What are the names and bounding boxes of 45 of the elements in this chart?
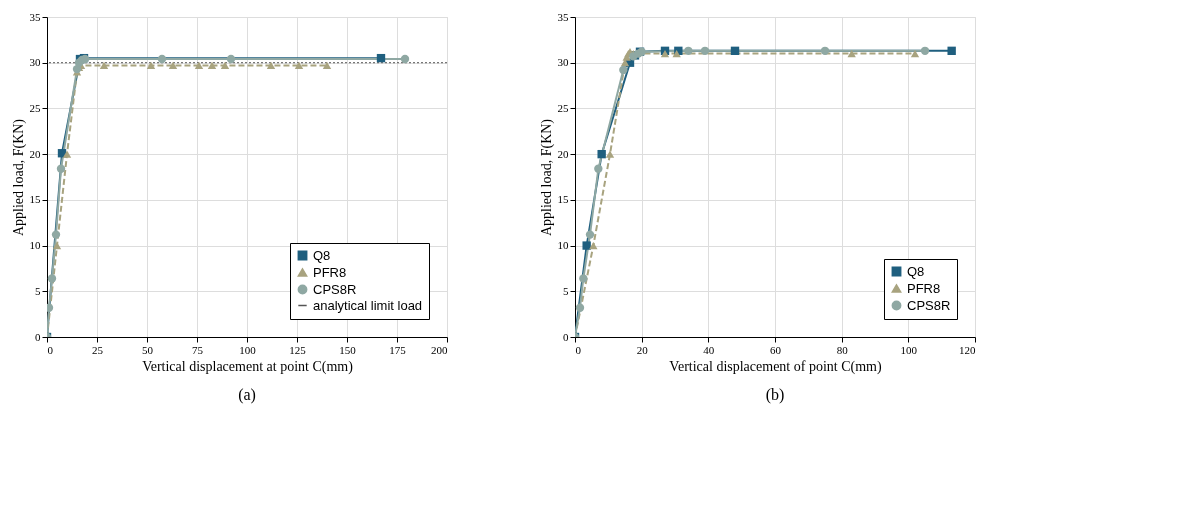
x-tick-label: 40 <box>703 343 715 356</box>
y-tick-label: 5 <box>563 284 569 297</box>
y-tick-label: 0 <box>35 330 41 343</box>
y-tick-label: 10 <box>29 239 41 252</box>
x-tick-label: 50 <box>142 343 154 356</box>
x-tick-label: 80 <box>836 343 849 356</box>
x-tick-label: 125 <box>289 343 307 356</box>
legend-label: PFR8 <box>907 280 941 296</box>
y-tick-label: 0 <box>563 330 569 343</box>
legend-label: Q8 <box>907 263 925 279</box>
x-tick-label: 100 <box>900 343 918 356</box>
y-tick-label: 5 <box>35 284 41 297</box>
x-tick-label: 175 <box>389 343 407 356</box>
y-tick-label: 15 <box>557 193 569 206</box>
y-tick-label: 35 <box>557 10 569 23</box>
x-tick-label: 0 <box>47 343 54 356</box>
x-tick-label: 100 <box>239 343 257 356</box>
y-tick-label: 25 <box>29 101 41 114</box>
y-tick-label: 35 <box>29 10 41 23</box>
y-axis-title: Applied load, F(KN) <box>538 118 555 237</box>
y-axis-title: Applied load, F(KN) <box>10 118 27 237</box>
x-axis-title: Vertical displacement at point C(mm) <box>142 358 354 375</box>
legend-label: Q8 <box>313 247 331 263</box>
legend-label: PFR8 <box>313 264 347 280</box>
x-tick-label: 150 <box>339 343 357 356</box>
y-tick-label: 20 <box>557 147 569 160</box>
x-axis-title: Vertical displacement of point C(mm) <box>669 358 882 375</box>
x-tick-label: 0 <box>575 343 582 356</box>
y-tick-label: 30 <box>29 56 41 69</box>
y-tick-label: 10 <box>557 239 569 252</box>
x-tick-label: 200 <box>431 343 448 356</box>
x-tick-label: 25 <box>92 343 104 356</box>
x-tick-label: 75 <box>192 343 204 356</box>
y-tick-label: 20 <box>29 147 41 160</box>
y-tick-label: 25 <box>557 101 569 114</box>
y-tick-label: 15 <box>29 193 41 206</box>
x-tick-label: 60 <box>770 343 782 356</box>
x-tick-label: 20 <box>636 343 649 356</box>
legend-label: CPS8R <box>907 297 951 313</box>
text: (b) <box>765 386 785 404</box>
legend-label: CPS8R <box>313 281 357 297</box>
legend-label: analytical limit load <box>313 297 423 313</box>
y-tick-label: 30 <box>557 56 569 69</box>
text: (a) <box>238 386 256 404</box>
x-tick-label: 120 <box>959 343 976 356</box>
